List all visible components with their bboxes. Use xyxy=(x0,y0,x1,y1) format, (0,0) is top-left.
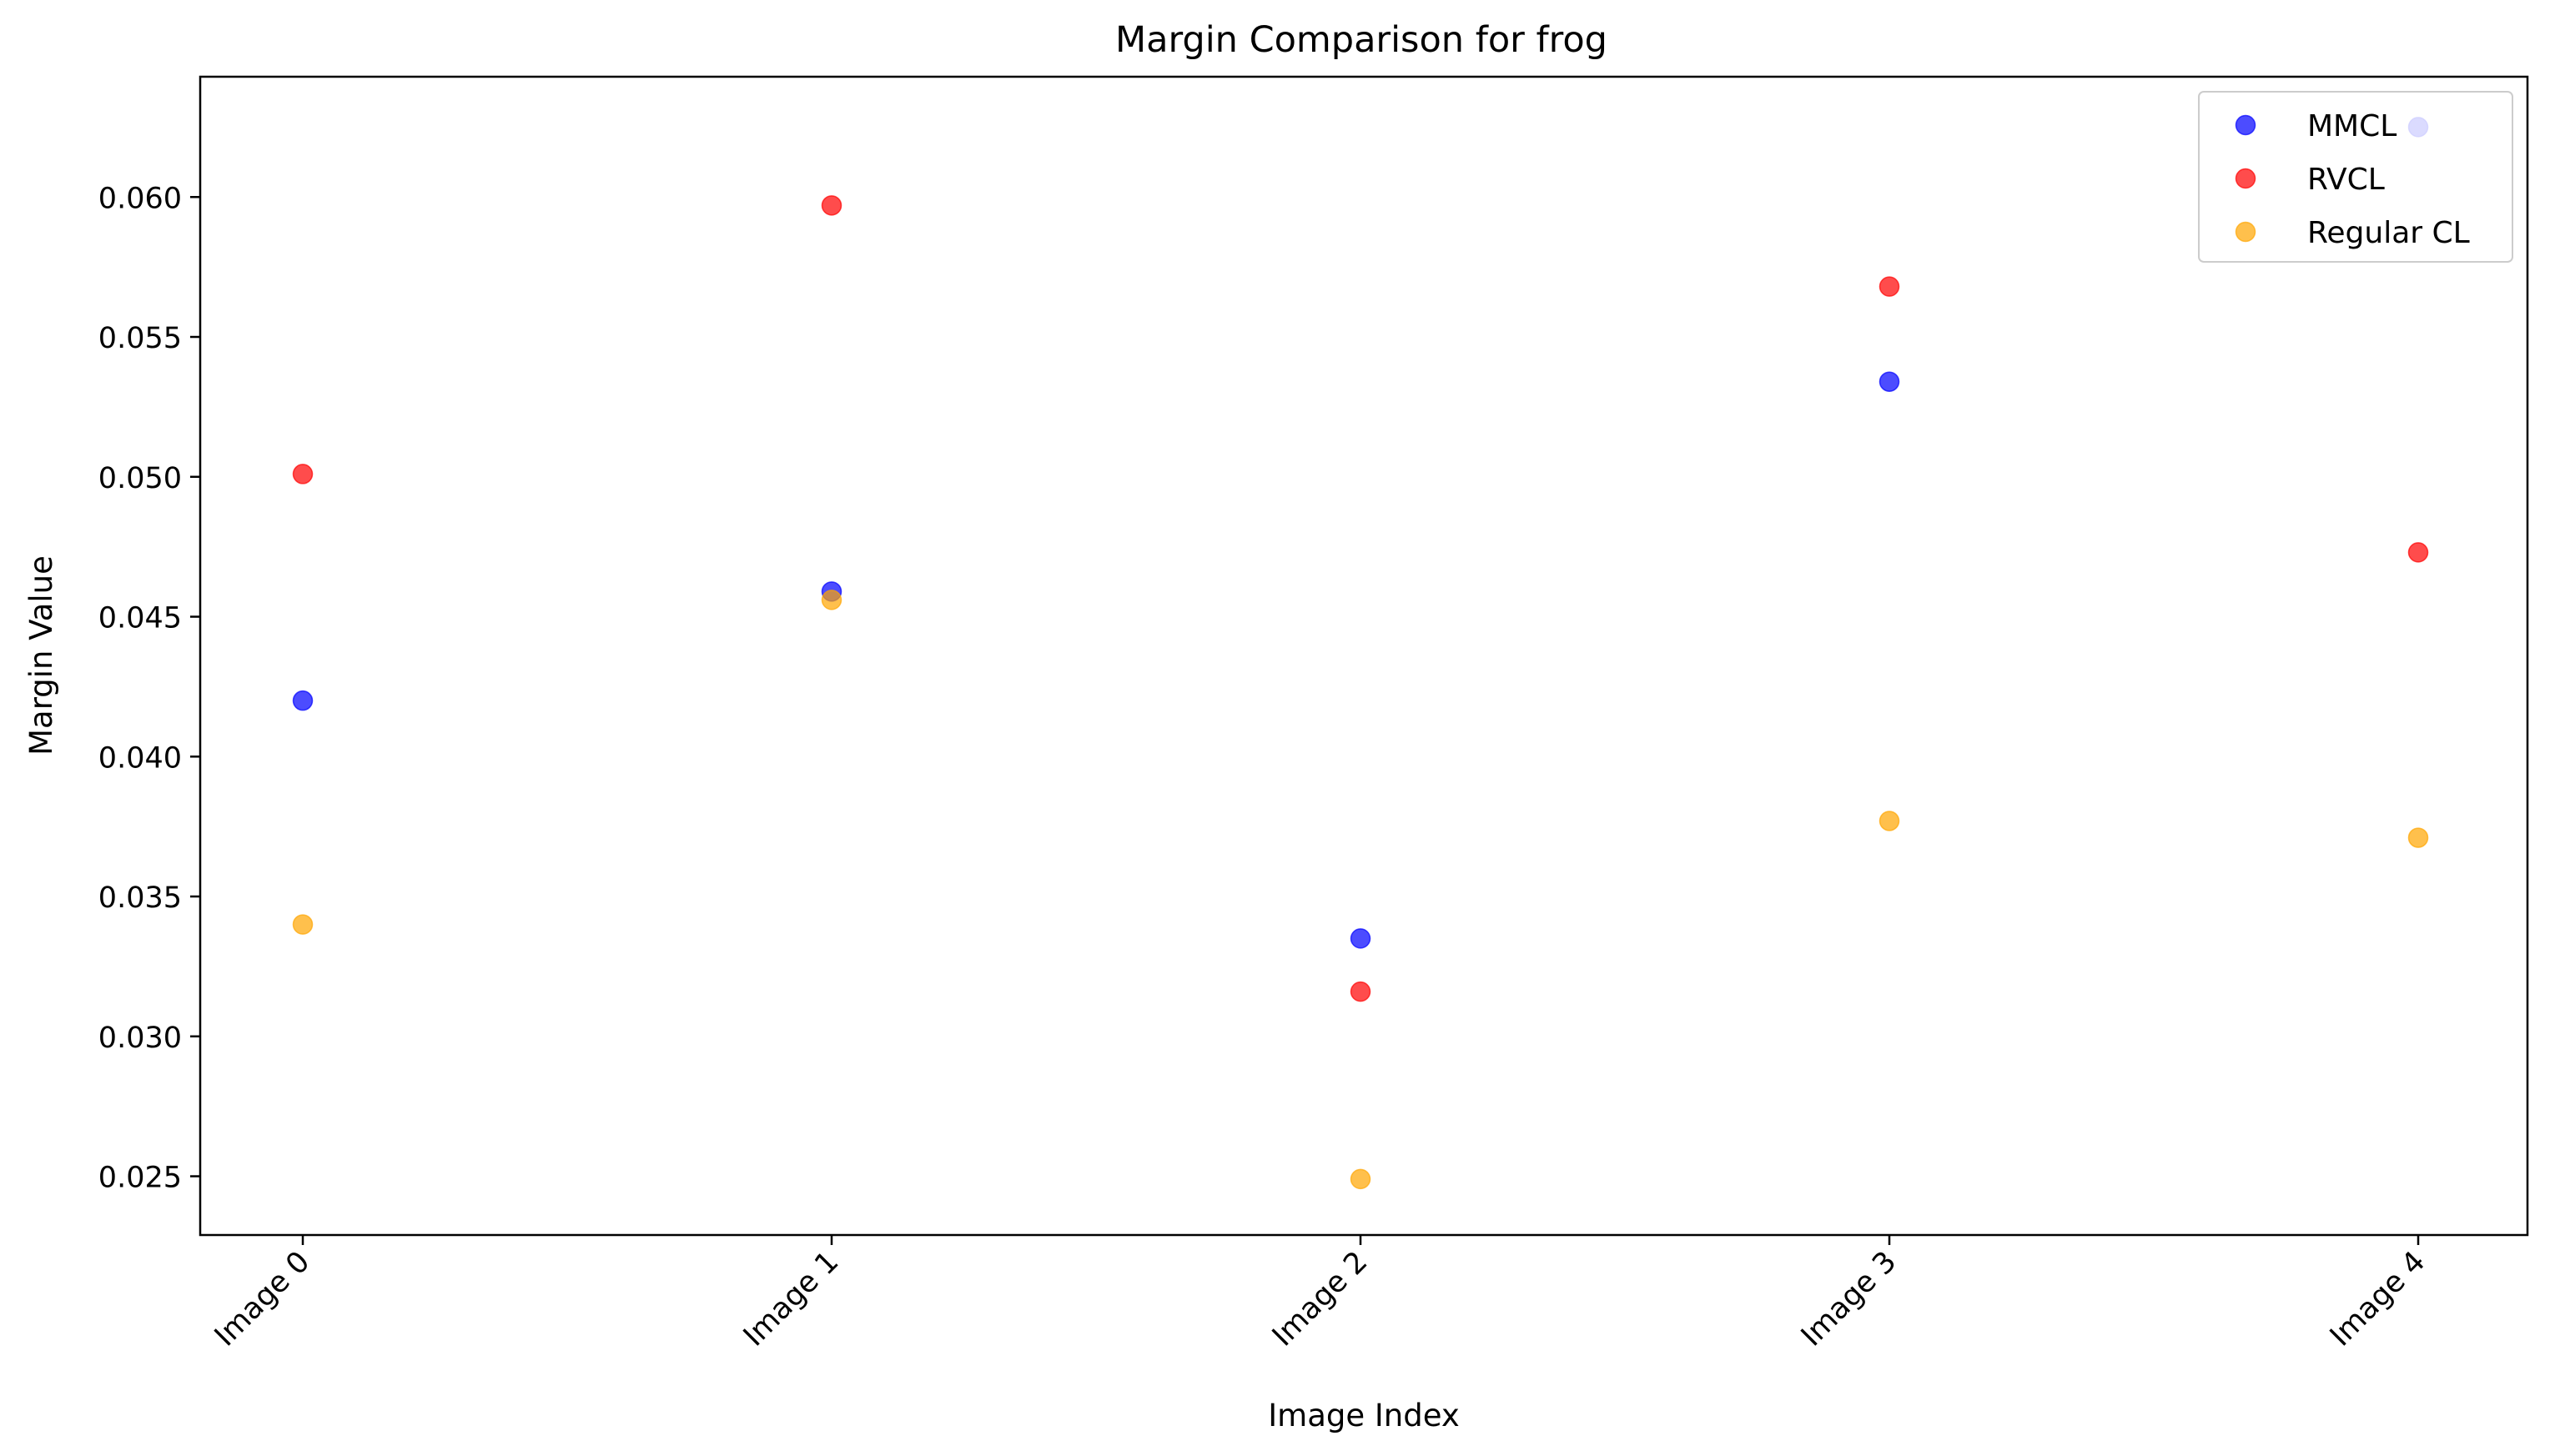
y-tick-label: 0.040 xyxy=(98,741,182,775)
point-regular-cl xyxy=(2407,827,2429,848)
point-regular-cl xyxy=(292,914,314,935)
point-rvcl xyxy=(292,464,314,484)
point-rvcl xyxy=(821,195,842,216)
y-tick-label: 0.030 xyxy=(98,1022,182,1055)
point-mmcl xyxy=(1879,371,1900,392)
legend-label: MMCL xyxy=(2307,109,2397,143)
y-axis-label: Margin Value xyxy=(23,555,59,756)
x-axis-label: Image Index xyxy=(1268,1398,1460,1433)
plot-frame xyxy=(199,75,2529,1237)
point-rvcl xyxy=(1350,981,1371,1002)
y-tick-label: 0.060 xyxy=(98,182,182,215)
y-tick-label: 0.035 xyxy=(98,881,182,915)
legend-marker xyxy=(2235,114,2256,136)
y-tick-label: 0.050 xyxy=(98,462,182,495)
point-regular-cl xyxy=(821,590,842,610)
legend-box xyxy=(2198,91,2513,263)
point-rvcl xyxy=(1879,276,1900,297)
legend-marker xyxy=(2235,221,2256,243)
data-points xyxy=(292,117,2429,1190)
legend-label: RVCL xyxy=(2307,163,2385,197)
y-tick-label: 0.045 xyxy=(98,602,182,635)
point-mmcl xyxy=(1350,928,1371,949)
legend-label: Regular CL xyxy=(2307,216,2470,250)
point-mmcl xyxy=(292,690,314,711)
point-rvcl xyxy=(2407,542,2429,563)
y-tick-label: 0.055 xyxy=(98,322,182,355)
chart-title: Margin Comparison for frog xyxy=(1115,19,1607,61)
y-tick-label: 0.025 xyxy=(98,1162,182,1195)
legend-marker xyxy=(2235,168,2256,189)
legend: MMCL RVCL Regular CL xyxy=(2198,91,2513,263)
point-regular-cl xyxy=(1350,1168,1371,1190)
y-axis-ticks: 0.025 0.030 0.035 0.040 0.045 0.050 0.055 0.060 xyxy=(98,182,200,1195)
point-regular-cl xyxy=(1879,811,1900,831)
